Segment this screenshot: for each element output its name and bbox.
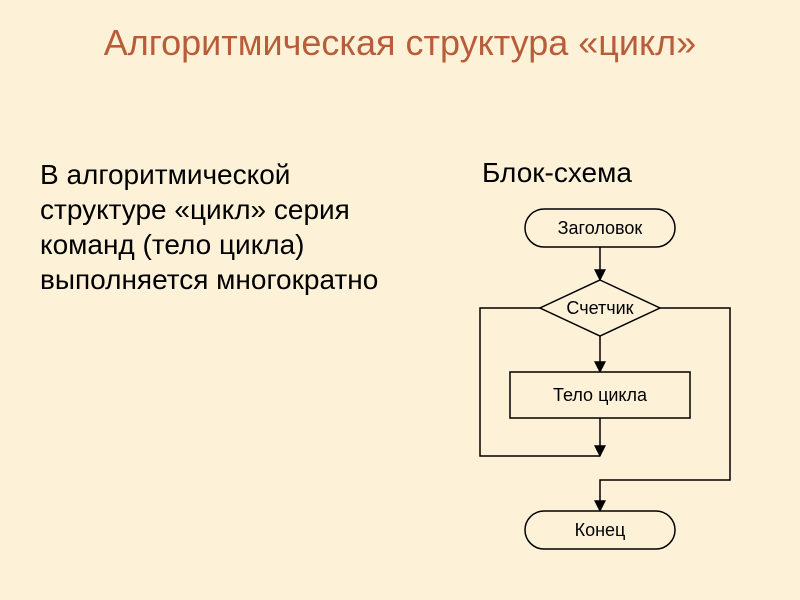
slide-title: Алгоритмическая структура «цикл»: [0, 22, 800, 63]
subheading-block-diagram: Блок-схема: [482, 157, 632, 189]
body-text: В алгоритмической структуре «цикл» серия…: [40, 157, 400, 297]
flow-label-header: Заголовок: [558, 218, 643, 238]
flowchart-diagram: Заголовок Счетчик Тело цикла Конец: [430, 200, 770, 590]
flow-label-end: Конец: [575, 520, 626, 540]
flow-label-counter: Счетчик: [566, 298, 633, 318]
slide: Алгоритмическая структура «цикл» В алгор…: [0, 0, 800, 600]
flow-label-body: Тело цикла: [553, 385, 648, 405]
